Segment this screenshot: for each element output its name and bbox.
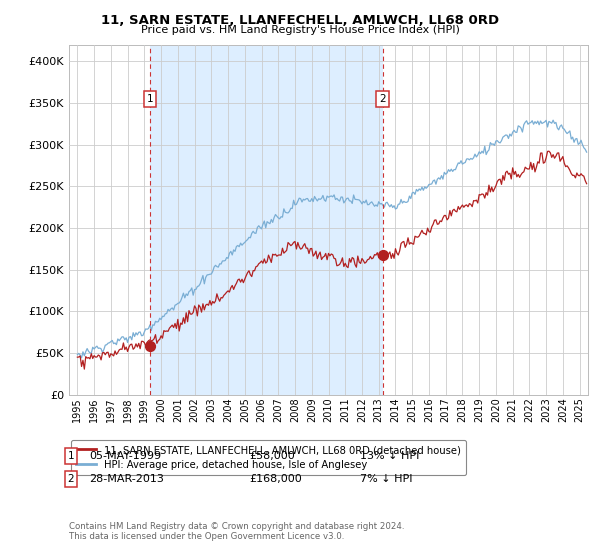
Bar — [150, 45, 383, 395]
Text: 1: 1 — [147, 94, 154, 104]
Text: 13% ↓ HPI: 13% ↓ HPI — [360, 451, 419, 461]
Text: Price paid vs. HM Land Registry's House Price Index (HPI): Price paid vs. HM Land Registry's House … — [140, 25, 460, 35]
Text: 28-MAR-2013: 28-MAR-2013 — [89, 474, 164, 484]
Text: 2: 2 — [379, 94, 386, 104]
Point — [378, 250, 388, 259]
Text: 2: 2 — [67, 474, 74, 484]
Text: 7% ↓ HPI: 7% ↓ HPI — [360, 474, 413, 484]
Text: £168,000: £168,000 — [249, 474, 302, 484]
Text: 05-MAY-1999: 05-MAY-1999 — [89, 451, 161, 461]
Text: Contains HM Land Registry data © Crown copyright and database right 2024.
This d: Contains HM Land Registry data © Crown c… — [69, 522, 404, 542]
Text: 11, SARN ESTATE, LLANFECHELL, AMLWCH, LL68 0RD: 11, SARN ESTATE, LLANFECHELL, AMLWCH, LL… — [101, 14, 499, 27]
Point — [145, 342, 155, 351]
Text: 1: 1 — [67, 451, 74, 461]
Text: £58,000: £58,000 — [249, 451, 295, 461]
Legend: 11, SARN ESTATE, LLANFECHELL, AMLWCH, LL68 0RD (detached house), HPI: Average pr: 11, SARN ESTATE, LLANFECHELL, AMLWCH, LL… — [71, 440, 466, 475]
